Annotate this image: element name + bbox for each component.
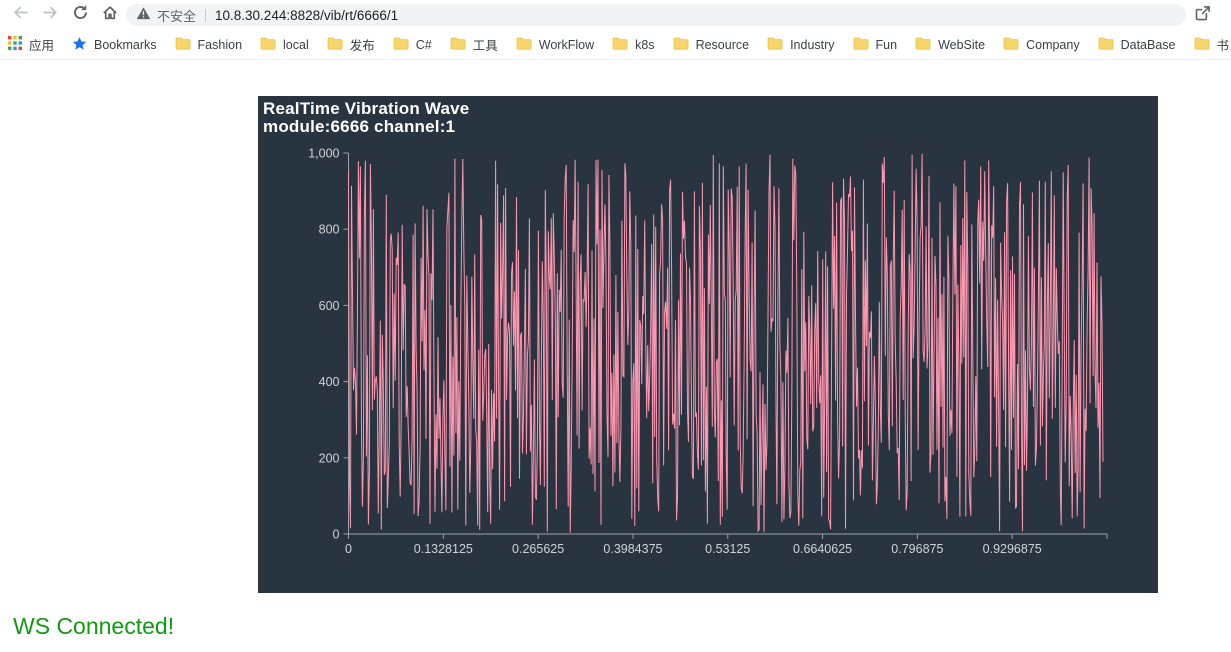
not-secure-warning-icon (136, 6, 151, 25)
folder-label: Resource (695, 37, 750, 52)
star-icon (72, 36, 87, 54)
forward-button[interactable] (38, 3, 62, 27)
bookmark-folder[interactable]: 书 (1194, 35, 1230, 54)
forward-arrow-icon (42, 4, 59, 26)
folder-label: k8s (635, 37, 655, 52)
svg-text:0.3984375: 0.3984375 (603, 542, 662, 556)
chart-subtitle: module:6666 channel:1 (263, 117, 456, 136)
folder-label: WebSite (938, 37, 986, 52)
chart-title: RealTime Vibration Wave (263, 99, 470, 118)
browser-toolbar: 不安全 10.8.30.244:8828/vib/rt/6666/1 (0, 0, 1231, 30)
home-button[interactable] (98, 3, 122, 27)
home-icon (101, 4, 119, 27)
apps-grid-icon (8, 36, 22, 53)
folder-icon (393, 37, 409, 53)
back-button[interactable] (8, 3, 32, 27)
folder-icon (260, 37, 276, 53)
bookmark-folder[interactable]: Fashion (175, 37, 242, 53)
folder-icon (175, 37, 191, 53)
bookmark-folder[interactable]: WorkFlow (516, 37, 594, 53)
svg-text:600: 600 (319, 299, 340, 313)
folder-icon (853, 37, 869, 53)
svg-text:0.6640625: 0.6640625 (793, 542, 852, 556)
svg-text:0: 0 (345, 542, 352, 556)
bookmark-folder[interactable]: Fun (853, 37, 898, 53)
folder-label: local (283, 37, 309, 52)
folder-label: C# (415, 37, 432, 52)
svg-text:0: 0 (333, 528, 340, 542)
folder-label: 书 (1216, 39, 1230, 53)
bookmark-folder[interactable]: Industry (767, 37, 835, 53)
folder-icon (767, 37, 783, 53)
apps-shortcut[interactable]: 应用 (8, 35, 54, 54)
security-label: 不安全 (157, 8, 197, 24)
folder-icon (1098, 37, 1114, 53)
bookmark-folder[interactable]: 工具 (450, 35, 498, 54)
reload-icon (72, 4, 89, 26)
svg-text:200: 200 (319, 451, 340, 465)
vibration-wave-chart: 0 0.1328125 0.265625 0.3984375 0.53125 0.6640… (308, 147, 1108, 556)
bookmark-folder[interactable]: 发布 (327, 35, 375, 54)
folder-icon (516, 37, 532, 53)
folder-icon (915, 37, 931, 53)
apps-label: 应用 (29, 39, 55, 53)
url-text: 10.8.30.244:8828/vib/rt/6666/1 (215, 7, 399, 23)
bookmark-folder[interactable]: WebSite (915, 37, 985, 53)
svg-text:0.9296875: 0.9296875 (983, 542, 1042, 556)
chart-panel: RealTime Vibration Wave module:6666 chan… (258, 96, 1158, 593)
svg-text:0.265625: 0.265625 (512, 542, 564, 556)
bookmark-folder[interactable]: Company (1003, 37, 1080, 53)
folder-label: Fashion (197, 37, 243, 52)
address-divider (205, 8, 207, 22)
folder-icon (612, 37, 628, 53)
bookmark-folder[interactable]: DataBase (1098, 37, 1176, 53)
bookmark-folder[interactable]: C# (393, 37, 432, 53)
svg-text:400: 400 (319, 375, 340, 389)
folder-icon (450, 37, 466, 53)
folder-label: Company (1026, 37, 1080, 52)
bookmark-folder[interactable]: k8s (612, 37, 655, 53)
svg-text:0.1328125: 0.1328125 (414, 542, 473, 556)
ws-status-text: WS Connected! (13, 613, 175, 639)
folder-label: DataBase (1120, 37, 1176, 52)
svg-text:0.53125: 0.53125 (705, 542, 750, 556)
reload-button[interactable] (68, 3, 92, 27)
bookmarks-bar: 应用 Bookmarks Fashion local (0, 30, 1231, 60)
folder-label: 发布 (349, 39, 375, 53)
share-icon (1194, 4, 1212, 27)
bookmark-folder[interactable]: Resource (673, 37, 750, 53)
bookmarks-shortcut[interactable]: Bookmarks (72, 36, 157, 54)
back-arrow-icon (12, 4, 29, 26)
folder-label: WorkFlow (538, 37, 595, 52)
share-button[interactable] (1191, 4, 1215, 26)
folder-label: Fun (875, 37, 898, 52)
folder-label: 工具 (472, 39, 498, 53)
svg-text:800: 800 (319, 223, 340, 237)
folder-icon (1003, 37, 1019, 53)
folder-icon (1194, 37, 1210, 53)
folder-icon (673, 37, 689, 53)
folder-label: Industry (790, 37, 835, 52)
address-bar[interactable]: 不安全 10.8.30.244:8828/vib/rt/6666/1 (126, 4, 1186, 26)
svg-text:0.796875: 0.796875 (891, 542, 943, 556)
folder-icon (327, 37, 343, 53)
bookmarks-label: Bookmarks (94, 37, 157, 52)
svg-text:1,000: 1,000 (308, 147, 339, 161)
bookmark-folder[interactable]: local (260, 37, 309, 53)
